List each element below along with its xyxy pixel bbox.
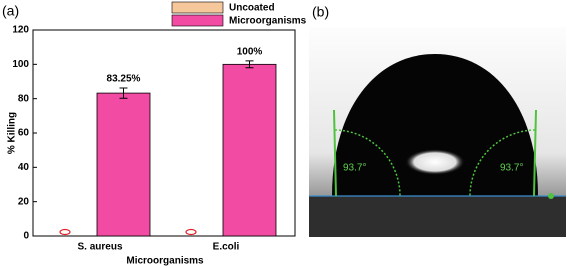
angle-arc	[334, 129, 401, 197]
legend-swatch	[171, 1, 224, 14]
bar	[222, 63, 277, 237]
error-bar	[119, 87, 128, 99]
x-axis-label: Microorganisms	[126, 256, 204, 267]
angle-label: 93.7°	[500, 163, 523, 174]
contact-angle-photo: 93.7° 93.7°	[309, 27, 566, 237]
y-tick-label: 40	[18, 162, 30, 173]
zero-marker	[185, 228, 197, 236]
angle-label: 93.7°	[343, 163, 366, 174]
y-tick-label: 80	[18, 93, 30, 104]
panel-label: (b)	[312, 4, 329, 20]
value-label: 83.25%	[107, 74, 141, 85]
tangent	[533, 109, 537, 197]
legend-swatch	[171, 14, 224, 27]
legend-label: Uncoated	[229, 3, 275, 14]
droplet	[332, 54, 538, 196]
error-bar	[245, 60, 254, 69]
tangent	[333, 109, 337, 197]
panel-label: (a)	[2, 3, 19, 19]
zero-marker	[59, 228, 71, 236]
value-label: 100%	[237, 47, 263, 58]
reflection	[405, 149, 465, 175]
substrate	[309, 196, 566, 237]
y-axis-label: % Killing	[7, 112, 18, 154]
y-tick-label: 60	[18, 128, 30, 139]
y-tick-label: 0	[23, 231, 29, 242]
legend-label: Microorganisms	[229, 16, 307, 27]
marker	[548, 193, 554, 199]
bar	[96, 92, 151, 237]
angle-arc	[469, 129, 536, 197]
y-tick-label: 20	[18, 196, 30, 207]
x-tick-label: S. aureus	[77, 242, 122, 253]
y-tick-label: 100	[12, 59, 29, 70]
x-tick-label: E.coli	[213, 242, 240, 253]
y-tick-label: 120	[12, 25, 29, 36]
